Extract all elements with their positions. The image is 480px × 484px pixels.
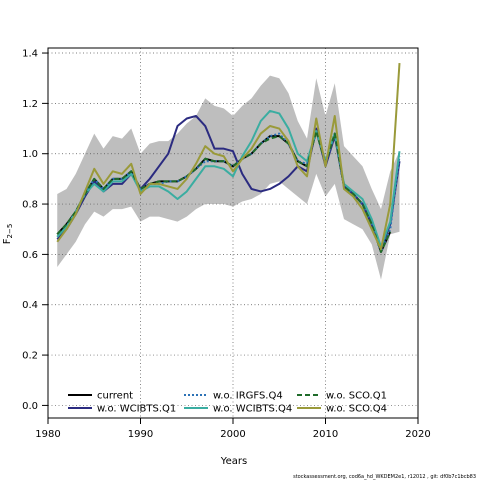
x-tick-label: 2010 xyxy=(313,429,338,440)
y-tick-label: 0.8 xyxy=(22,200,38,211)
y-axis-title-main: F xyxy=(2,238,13,244)
legend-label: w.o. WCIBTS.Q1 xyxy=(97,404,176,415)
y-tick-label: 1.0 xyxy=(22,149,38,160)
y-tick-label: 1.4 xyxy=(22,49,38,60)
y-axis-title: F2−5 xyxy=(2,224,14,245)
legend-label: w.o. SCO.Q1 xyxy=(326,391,387,402)
y-tick-label: 0.6 xyxy=(22,250,38,261)
y-tick-label: 0.2 xyxy=(22,351,38,362)
x-tick-label: 1980 xyxy=(35,429,60,440)
y-tick-label: 1.2 xyxy=(22,99,38,110)
x-tick-label: 2020 xyxy=(405,429,430,440)
plot-frame xyxy=(47,47,419,419)
series-layer xyxy=(56,63,401,253)
legend-label: w.o. IRGFS.Q4 xyxy=(213,391,283,402)
series-line-w-o-sco-q1 xyxy=(56,130,392,253)
series-line-w-o-sco-q4 xyxy=(56,63,401,251)
legend-label: w.o. WCIBTS.Q4 xyxy=(213,404,292,415)
legend: current w.o. WCIBTS.Q1 w.o. IRGFS.Q4 w.o. W… xyxy=(68,391,387,415)
x-axis-title: Years xyxy=(220,456,247,467)
x-tick-label: 2000 xyxy=(220,429,245,440)
legend-label: w.o. SCO.Q4 xyxy=(326,404,387,415)
axis-layer: 1980 1990 2000 2010 2020 0.0 0.2 0.4 0.6 0.8 1.0 1.… xyxy=(22,49,431,440)
y-tick-label: 0.0 xyxy=(22,401,38,412)
legend-label: current xyxy=(97,391,133,402)
y-tick-label: 0.4 xyxy=(22,300,38,311)
x-tick-label: 1990 xyxy=(128,429,153,440)
y-axis-title-subscript: 2−5 xyxy=(6,224,14,239)
grid-layer xyxy=(48,48,418,418)
footnote: stockassessment.org, cod6a_hd_WKDEM2e1, … xyxy=(293,474,476,480)
